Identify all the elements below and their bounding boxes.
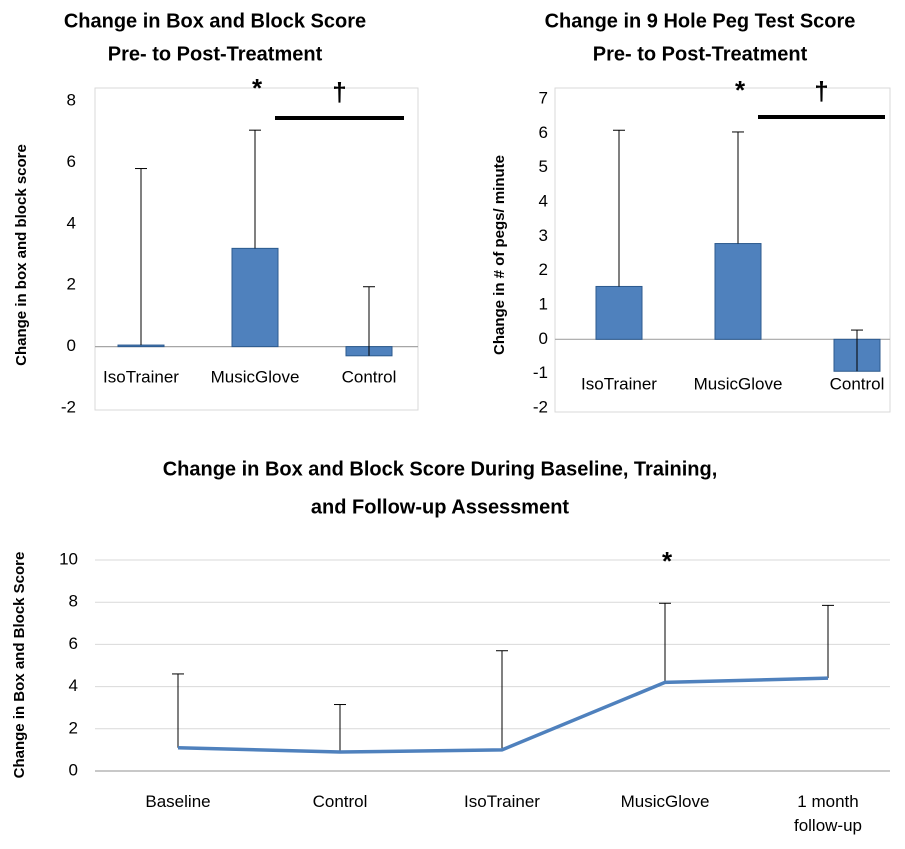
x-tick-label: 1 month follow-up — [793, 792, 863, 835]
y-axis-label: Change in box and block score — [13, 144, 30, 366]
chart-title: Change in 9 Hole Peg Test Score — [545, 10, 856, 32]
y-tick-label: 0 — [67, 336, 76, 355]
x-tick-label: Control — [312, 792, 368, 811]
y-tick-label: 4 — [539, 191, 548, 210]
y-axis-label: Change in # of pegs/ minute — [491, 155, 508, 355]
x-tick-label-box: Control — [312, 792, 368, 811]
y-tick-label: 4 — [67, 213, 76, 232]
y-tick-label: 2 — [539, 260, 548, 279]
annotation: * — [662, 546, 673, 576]
x-tick-label: MusicGlove — [694, 374, 783, 393]
y-tick-label: 5 — [539, 157, 548, 176]
y-tick-label: 0 — [69, 760, 78, 779]
chart-title: Pre- to Post-Treatment — [108, 43, 323, 65]
x-tick-label: MusicGlove — [211, 367, 300, 386]
y-tick-label: 2 — [67, 275, 76, 294]
y-tick-label: 6 — [69, 634, 78, 653]
x-tick-label: MusicGlove — [620, 792, 710, 811]
y-tick-label: 8 — [67, 90, 76, 109]
plot-border — [94, 87, 419, 411]
bar — [231, 247, 279, 348]
y-tick-label: 0 — [539, 329, 548, 348]
y-tick-label: 1 — [539, 294, 548, 313]
y-tick-label: 7 — [539, 88, 548, 107]
x-tick-label-box: 1 month follow-up — [793, 792, 863, 835]
annotation: † — [332, 77, 346, 107]
y-tick-label: 10 — [59, 549, 78, 568]
y-tick-label: 4 — [69, 676, 78, 695]
bar — [595, 285, 643, 340]
y-tick-label: -1 — [533, 363, 548, 382]
plot-border — [554, 87, 891, 413]
annotation: * — [735, 75, 746, 105]
y-axis-label: Change in Box and Block Score — [11, 552, 28, 779]
y-tick-label: -2 — [533, 397, 548, 416]
y-tick-label: 6 — [67, 152, 76, 171]
y-tick-label: 2 — [69, 718, 78, 737]
chart-title: Change in Box and Block Score During Bas… — [163, 458, 718, 480]
y-tick-label: 3 — [539, 226, 548, 245]
x-tick-label-box: MusicGlove — [620, 792, 710, 811]
y-tick-label: 8 — [69, 592, 78, 611]
annotation: * — [252, 73, 263, 103]
x-tick-label: IsoTrainer — [103, 367, 179, 386]
y-tick-label: -2 — [61, 397, 76, 416]
annotation: † — [814, 76, 828, 106]
x-tick-label: IsoTrainer — [464, 792, 540, 811]
data-line — [177, 676, 829, 754]
chart-title: Change in Box and Block Score — [64, 10, 366, 32]
x-tick-label: Baseline — [145, 792, 211, 811]
bar — [714, 243, 762, 340]
y-tick-label: 6 — [539, 123, 548, 142]
chart-title: Pre- to Post-Treatment — [593, 43, 808, 65]
x-tick-label: IsoTrainer — [581, 374, 657, 393]
x-tick-label: Control — [830, 374, 885, 393]
chart-title: and Follow-up Assessment — [311, 496, 570, 518]
x-tick-label-box: Baseline — [145, 792, 211, 811]
bar — [117, 344, 165, 348]
x-tick-label: Control — [342, 367, 397, 386]
x-tick-label-box: IsoTrainer — [464, 792, 540, 811]
